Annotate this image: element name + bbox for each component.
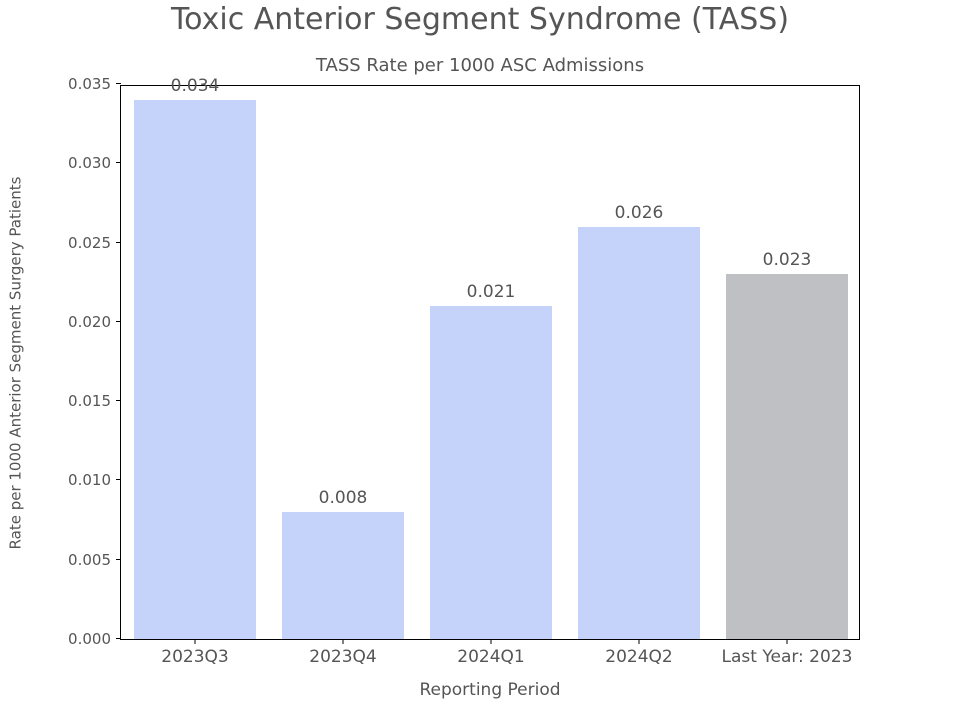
y-tick-mark xyxy=(116,162,121,163)
y-tick-label: 0.030 xyxy=(68,154,111,172)
y-tick-mark xyxy=(116,321,121,322)
y-tick-mark xyxy=(116,242,121,243)
x-axis-label: Reporting Period xyxy=(120,680,860,700)
bar-value-label: 0.023 xyxy=(727,250,847,270)
x-tick-label: Last Year: 2023 xyxy=(722,647,853,667)
bar xyxy=(282,512,403,639)
x-tick-mark xyxy=(343,639,344,644)
y-tick-mark xyxy=(116,638,121,639)
y-tick-label: 0.035 xyxy=(68,75,111,93)
y-tick-label: 0.000 xyxy=(68,630,111,648)
y-axis-label: Rate per 1000 Anterior Segment Surgery P… xyxy=(5,85,25,640)
y-tick-label: 0.025 xyxy=(68,234,111,252)
x-tick-mark xyxy=(491,639,492,644)
y-tick-label: 0.010 xyxy=(68,471,111,489)
x-tick-label: 2024Q2 xyxy=(605,647,672,667)
y-tick-label: 0.020 xyxy=(68,313,111,331)
x-tick-label: 2024Q1 xyxy=(457,647,524,667)
x-tick-label: 2023Q3 xyxy=(161,647,228,667)
chart-sub-title: TASS Rate per 1000 ASC Admissions xyxy=(0,55,960,76)
bar-value-label: 0.008 xyxy=(283,488,403,508)
y-tick-mark xyxy=(116,479,121,480)
x-tick-label: 2023Q4 xyxy=(309,647,376,667)
bar-value-label: 0.034 xyxy=(135,76,255,96)
x-tick-mark xyxy=(787,639,788,644)
x-tick-mark xyxy=(639,639,640,644)
bar xyxy=(134,100,255,639)
bar-value-label: 0.026 xyxy=(579,203,699,223)
bar xyxy=(726,274,847,639)
y-tick-label: 0.015 xyxy=(68,392,111,410)
y-tick-mark xyxy=(116,559,121,560)
y-tick-mark xyxy=(116,83,121,84)
y-axis-label-text: Rate per 1000 Anterior Segment Surgery P… xyxy=(6,176,24,549)
x-tick-mark xyxy=(195,639,196,644)
bar xyxy=(578,227,699,639)
bar-value-label: 0.021 xyxy=(431,282,551,302)
chart-main-title: Toxic Anterior Segment Syndrome (TASS) xyxy=(0,2,960,37)
y-tick-mark xyxy=(116,400,121,401)
bar xyxy=(430,306,551,639)
y-tick-label: 0.005 xyxy=(68,551,111,569)
chart-container: Toxic Anterior Segment Syndrome (TASS) T… xyxy=(0,0,960,720)
plot-area: 0.0000.0050.0100.0150.0200.0250.0300.035… xyxy=(120,85,860,640)
